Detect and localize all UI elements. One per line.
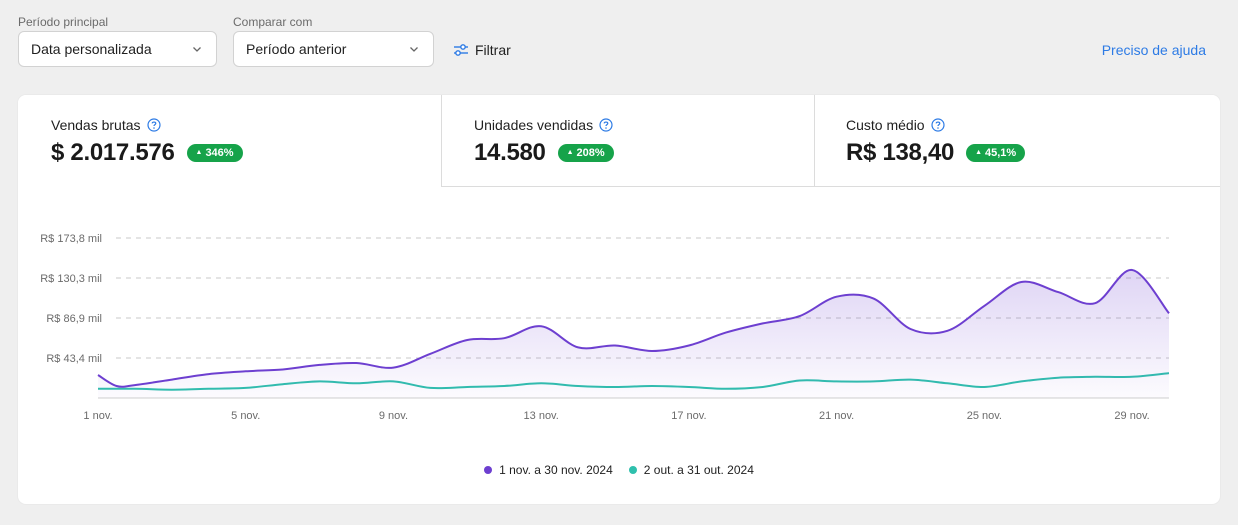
legend-dot <box>484 466 493 474</box>
x-tick-label: 25 nov. <box>967 410 1002 422</box>
arrow-up-icon: ▲ <box>195 149 203 156</box>
change-value: 45,1% <box>985 147 1017 159</box>
compare-with-value: Período anterior <box>246 41 347 57</box>
kpi-title-label: Vendas brutas <box>51 117 141 133</box>
filters-bar: Período principal Data personalizada Com… <box>18 14 1220 70</box>
change-value: 346% <box>205 147 234 159</box>
x-tick-label: 17 nov. <box>671 410 706 422</box>
x-tick-label: 9 nov. <box>379 410 408 422</box>
x-tick-label: 5 nov. <box>231 410 260 422</box>
sales-line-chart: R$ 173,8 mil R$ 130,3 mil R$ 86,9 mil R$ 43… <box>40 233 1170 422</box>
series-line <box>97 269 1170 388</box>
kpi-title-label: Unidades vendidas <box>474 117 594 133</box>
kpi-value-row: $ 2.017.576 ▲ 346% <box>51 139 243 167</box>
change-badge: ▲ 45,1% <box>966 144 1026 162</box>
kpi-tab-units-sold[interactable]: Unidades vendidas 14.580 ▲ 208% <box>441 95 814 187</box>
kpi-title: Custo médio <box>846 117 945 133</box>
legend-label: 2 out. a 31 out. 2024 <box>643 463 754 477</box>
change-badge: ▲ 208% <box>557 144 614 162</box>
chart-legend: 1 nov. a 30 nov. 2024 2 out. a 31 out. 20… <box>18 463 1220 477</box>
primary-period-label: Período principal <box>18 15 109 29</box>
series-area <box>98 269 1169 398</box>
kpi-tabs: Vendas brutas $ 2.017.576 ▲ 346% Unidades… <box>18 95 1220 187</box>
primary-period-group: Período principal Data personalizada <box>18 14 217 67</box>
kpi-title-label: Custo médio <box>846 117 925 133</box>
filter-button-label: Filtrar <box>475 42 511 58</box>
y-tick-label: R$ 86,9 mil <box>46 313 102 325</box>
help-circle-icon[interactable] <box>146 118 161 132</box>
chevron-down-icon <box>407 42 421 56</box>
kpi-tab-gross-sales[interactable]: Vendas brutas $ 2.017.576 ▲ 346% <box>18 95 441 187</box>
kpi-title: Vendas brutas <box>51 117 161 133</box>
legend-label: 1 nov. a 30 nov. 2024 <box>499 463 613 477</box>
kpi-value: R$ 138,40 <box>846 139 955 166</box>
kpi-title: Unidades vendidas <box>474 117 613 133</box>
x-tick-label: 13 nov. <box>524 410 559 422</box>
help-link[interactable]: Preciso de ajuda <box>1101 42 1206 58</box>
y-tick-label: R$ 173,8 mil <box>40 233 102 245</box>
kpi-value: 14.580 <box>474 139 546 166</box>
primary-period-value: Data personalizada <box>31 41 152 57</box>
kpi-tab-average-cost[interactable]: Custo médio R$ 138,40 ▲ 45,1% <box>814 95 1220 187</box>
legend-item: 1 nov. a 30 nov. 2024 <box>484 463 613 477</box>
legend-dot <box>628 466 637 474</box>
compare-with-select[interactable]: Período anterior <box>233 31 434 67</box>
arrow-up-icon: ▲ <box>566 149 574 156</box>
kpi-value-row: R$ 138,40 ▲ 45,1% <box>846 139 1026 167</box>
help-circle-icon[interactable] <box>930 118 945 132</box>
filter-button[interactable]: Filtrar <box>453 38 511 62</box>
primary-period-select[interactable]: Data personalizada <box>18 31 217 67</box>
change-badge: ▲ 346% <box>186 144 243 162</box>
help-circle-icon[interactable] <box>599 118 613 132</box>
sliders-icon <box>453 43 469 57</box>
legend-item: 2 out. a 31 out. 2024 <box>628 463 754 477</box>
x-tick-label: 21 nov. <box>819 410 854 422</box>
kpi-value: $ 2.017.576 <box>51 139 175 166</box>
compare-with-group: Comparar com Período anterior <box>233 14 434 67</box>
y-tick-label: R$ 130,3 mil <box>40 273 102 285</box>
sales-card: Vendas brutas $ 2.017.576 ▲ 346% Unidades… <box>18 95 1220 504</box>
change-value: 208% <box>576 147 605 159</box>
kpi-value-row: 14.580 ▲ 208% <box>474 139 614 167</box>
arrow-up-icon: ▲ <box>975 149 982 156</box>
y-tick-label: R$ 43,4 mil <box>46 353 102 365</box>
x-tick-label: 29 nov. <box>1114 410 1149 422</box>
compare-with-label: Comparar com <box>233 15 313 29</box>
x-tick-label: 1 nov. <box>83 410 112 422</box>
chevron-down-icon <box>190 42 204 56</box>
